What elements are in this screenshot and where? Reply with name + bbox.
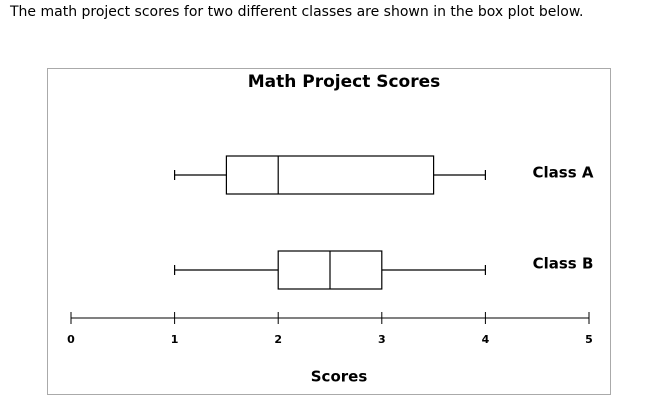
x-axis-label: Scores — [311, 368, 368, 386]
question-text: The math project scores for two differen… — [10, 4, 584, 20]
chart-frame — [47, 68, 611, 395]
x-tick-label: 3 — [378, 333, 386, 346]
x-tick-label: 1 — [171, 333, 179, 346]
x-tick-label: 2 — [274, 333, 282, 346]
x-tick-label: 5 — [585, 333, 593, 346]
x-tick-label: 0 — [67, 333, 75, 346]
chart-title: Math Project Scores — [248, 72, 441, 92]
box — [225, 155, 435, 195]
series-label: Class B — [533, 255, 594, 273]
x-tick-label: 4 — [482, 333, 490, 346]
series-label: Class A — [533, 164, 594, 182]
